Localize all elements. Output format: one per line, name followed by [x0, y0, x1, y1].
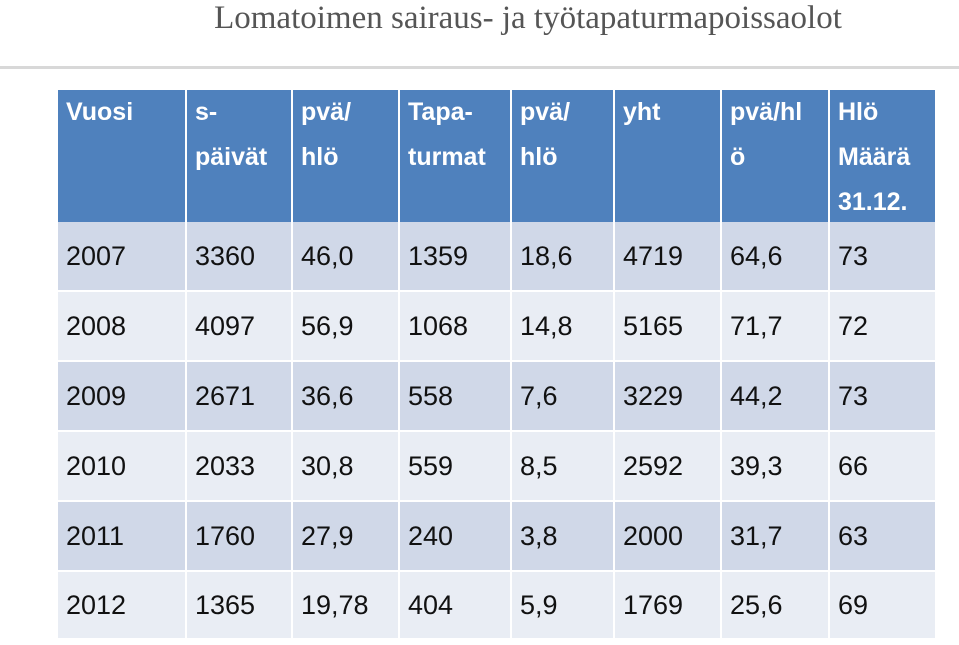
table-cell: 2009 — [58, 362, 187, 432]
header-text: pvä/ — [301, 98, 352, 126]
header-cell: yht — [615, 90, 722, 222]
table-cell: 19,78 — [293, 572, 400, 640]
header-text: Vuosi — [66, 98, 134, 126]
table-cell: 69 — [830, 572, 937, 640]
table-cell: 73 — [830, 362, 937, 432]
table-cell: 46,0 — [293, 222, 400, 292]
header-text: 31.12. — [838, 188, 908, 216]
table-cell: 31,7 — [722, 502, 830, 572]
table-cell: 3360 — [187, 222, 293, 292]
table-cell: 56,9 — [293, 292, 400, 362]
table-cell: 2011 — [58, 502, 187, 572]
table-cell: 63 — [830, 502, 937, 572]
table-cell: 2008 — [58, 292, 187, 362]
table-cell: 71,7 — [722, 292, 830, 362]
table-cell: 1760 — [187, 502, 293, 572]
table-cell: 39,3 — [722, 432, 830, 502]
header-text: ö — [730, 143, 746, 171]
table-cell: 3229 — [615, 362, 722, 432]
table-cell: 2007 — [58, 222, 187, 292]
header-text: Tapa- — [408, 98, 473, 126]
table-cell: 72 — [830, 292, 937, 362]
table-cell: 36,6 — [293, 362, 400, 432]
table-cell: 73 — [830, 222, 937, 292]
table-cell: 30,8 — [293, 432, 400, 502]
table-cell: 5,9 — [512, 572, 615, 640]
header-cell: Hlö Määrä 31.12. — [830, 90, 937, 222]
table-cell: 1068 — [400, 292, 512, 362]
header-text: hlö — [520, 143, 558, 171]
table-cell: 240 — [400, 502, 512, 572]
table-cell: 1365 — [187, 572, 293, 640]
table-cell: 7,6 — [512, 362, 615, 432]
header-cell: pvä/hl ö — [722, 90, 830, 222]
header-text: hlö — [301, 143, 339, 171]
table-cell: 2012 — [58, 572, 187, 640]
header-text: s- — [195, 98, 218, 126]
table-cell: 2592 — [615, 432, 722, 502]
table-cell: 44,2 — [722, 362, 830, 432]
header-cell: Tapa-turmat — [400, 90, 512, 222]
table-cell: 5165 — [615, 292, 722, 362]
header-text: Määrä — [838, 143, 911, 171]
header-text: Hlö — [838, 98, 879, 126]
table-cell: 4719 — [615, 222, 722, 292]
header-text: yht — [623, 98, 661, 126]
table-cell: 558 — [400, 362, 512, 432]
table-cell: 3,8 — [512, 502, 615, 572]
table-cell: 2010 — [58, 432, 187, 502]
header-cell: pvä/hlö — [512, 90, 615, 222]
table-cell: 2033 — [187, 432, 293, 502]
header-text: turmat — [408, 143, 486, 171]
table-cell: 14,8 — [512, 292, 615, 362]
table-cell: 25,6 — [722, 572, 830, 640]
slide-title: Lomatoimen sairaus- ja työtapaturmapoiss… — [214, 0, 842, 36]
table-cell: 2671 — [187, 362, 293, 432]
table-cell: 1769 — [615, 572, 722, 640]
table-cell: 27,9 — [293, 502, 400, 572]
header-text: pvä/ — [520, 98, 571, 126]
table-cell: 66 — [830, 432, 937, 502]
table-cell: 18,6 — [512, 222, 615, 292]
table-cell: 1359 — [400, 222, 512, 292]
table-cell: 559 — [400, 432, 512, 502]
title-rule — [0, 66, 959, 69]
table-cell: 404 — [400, 572, 512, 640]
table-cell: 2000 — [615, 502, 722, 572]
table-cell: 8,5 — [512, 432, 615, 502]
header-cell: s-päivät — [187, 90, 293, 222]
header-cell: Vuosi — [58, 90, 187, 222]
header-text: päivät — [195, 143, 268, 171]
table-cell: 4097 — [187, 292, 293, 362]
header-text: pvä/hl — [730, 98, 803, 126]
header-cell: pvä/hlö — [293, 90, 400, 222]
table-cell: 64,6 — [722, 222, 830, 292]
